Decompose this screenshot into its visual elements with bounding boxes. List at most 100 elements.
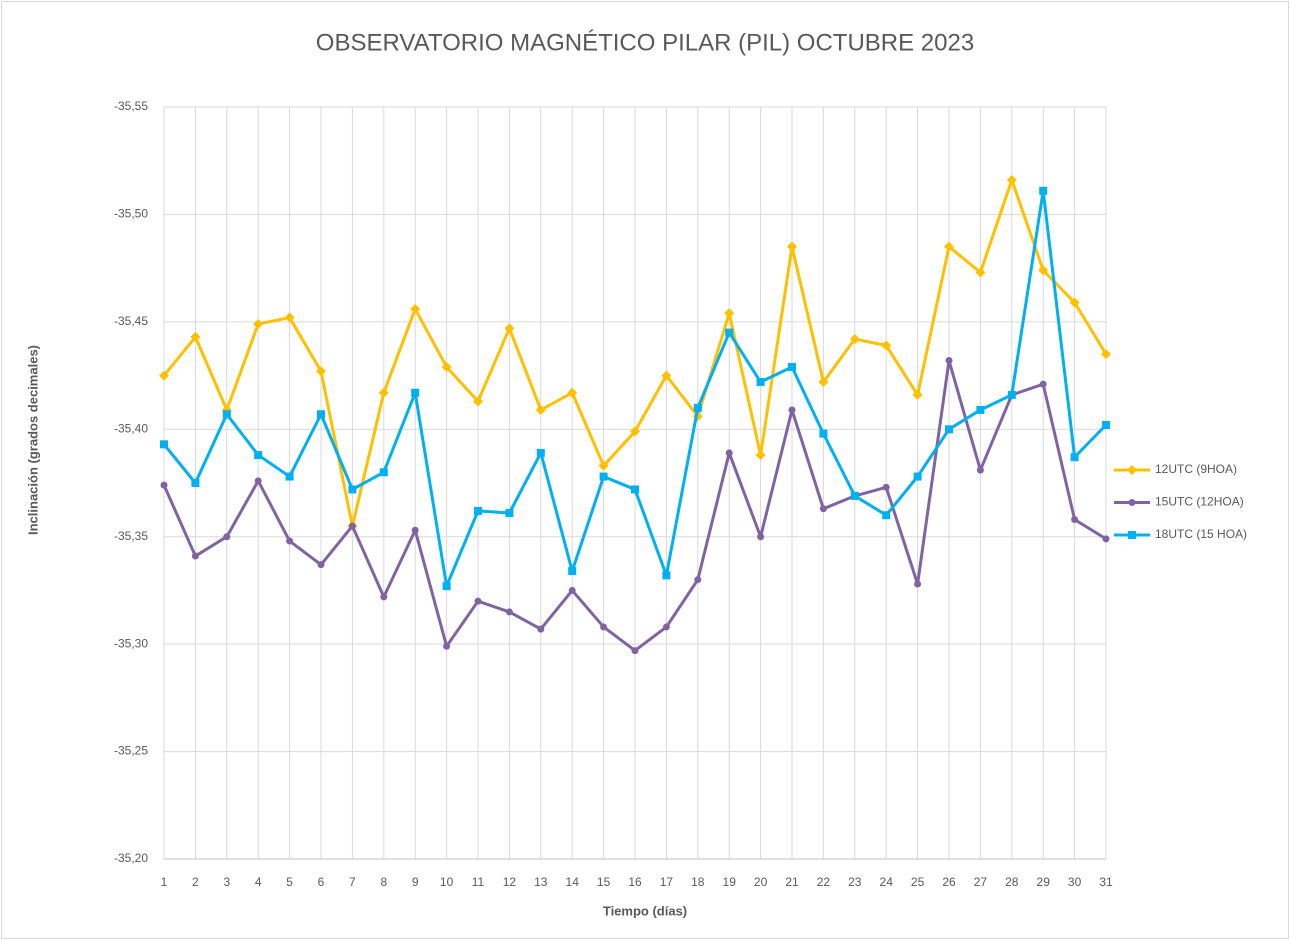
marker-circle (914, 580, 922, 588)
x-tick-label: 5 (286, 875, 293, 889)
marker-diamond (912, 389, 923, 400)
marker-square (599, 472, 608, 481)
marker-circle (317, 561, 325, 569)
x-tick-label: 22 (817, 875, 831, 889)
x-tick-label: 3 (223, 875, 230, 889)
y-tick-label: -35,40 (114, 421, 148, 435)
legend-label: 18UTC (15 HOA) (1155, 527, 1247, 541)
marker-square (819, 429, 828, 438)
marker-square (945, 425, 953, 434)
marker-circle (474, 597, 482, 605)
x-tick-label: 4 (255, 875, 262, 889)
marker-square (160, 440, 168, 449)
marker-square (1070, 453, 1079, 462)
marker-diamond (755, 450, 766, 461)
marker-circle (537, 625, 545, 633)
marker-square (379, 468, 388, 477)
marker-circle (411, 526, 419, 534)
legend-label: 15UTC (12HOA) (1155, 495, 1244, 509)
y-tick-label: -35,35 (114, 529, 148, 543)
marker-diamond (818, 377, 829, 388)
legend-marker (1128, 531, 1136, 539)
marker-diamond (190, 331, 201, 342)
marker-circle (757, 533, 765, 541)
marker-square (756, 378, 765, 387)
marker-square (850, 491, 859, 500)
marker-square (222, 410, 231, 419)
marker-diamond (1101, 349, 1111, 360)
marker-circle (631, 647, 639, 655)
marker-circle (348, 522, 356, 530)
marker-diamond (567, 387, 578, 398)
marker-circle (1071, 516, 1079, 524)
legend-marker (1128, 499, 1136, 506)
x-tick-label: 19 (723, 875, 737, 889)
marker-square (1102, 420, 1110, 429)
marker-circle (694, 576, 702, 584)
marker-diamond (1006, 175, 1017, 186)
marker-square (254, 451, 263, 460)
marker-diamond (598, 460, 609, 471)
x-tick-label: 9 (412, 875, 419, 889)
marker-square (913, 472, 922, 481)
legend-marker (1127, 465, 1137, 475)
marker-circle (160, 481, 168, 489)
x-tick-label: 26 (942, 875, 956, 889)
x-tick-label: 23 (848, 875, 862, 889)
marker-circle (819, 505, 827, 513)
marker-diamond (849, 334, 860, 345)
marker-square (568, 567, 577, 576)
marker-diamond (944, 241, 954, 252)
marker-diamond (410, 303, 421, 314)
x-tick-label: 15 (597, 875, 611, 889)
marker-diamond (1038, 265, 1049, 276)
x-tick-label: 14 (566, 875, 580, 889)
x-tick-label: 21 (785, 875, 799, 889)
x-tick-label: 24 (880, 875, 894, 889)
marker-square (1007, 390, 1016, 399)
marker-circle (976, 466, 984, 474)
marker-circle (1102, 535, 1110, 543)
marker-square (348, 485, 357, 494)
y-tick-label: -35,45 (114, 314, 148, 328)
marker-circle (380, 593, 388, 601)
x-tick-label: 11 (472, 875, 485, 889)
y-tick-label: -35,30 (114, 636, 148, 650)
x-tick-label: 13 (534, 875, 548, 889)
marker-circle (662, 623, 670, 631)
marker-diamond (159, 370, 169, 381)
marker-diamond (1069, 297, 1080, 308)
marker-diamond (473, 396, 483, 407)
x-tick-label: 30 (1068, 875, 1082, 889)
y-tick-label: -35,55 (114, 99, 148, 113)
x-tick-label: 2 (192, 875, 199, 889)
marker-square (411, 388, 420, 397)
marker-circle (223, 533, 231, 541)
chart-title: OBSERVATORIO MAGNÉTICO PILAR (PIL) OCTUB… (316, 29, 974, 56)
marker-square (536, 448, 545, 457)
y-tick-label: -35,50 (114, 207, 148, 221)
y-tick-label: -35,20 (114, 851, 148, 865)
marker-diamond (724, 308, 735, 319)
x-tick-label: 20 (754, 875, 768, 889)
marker-circle (882, 483, 890, 491)
x-tick-label: 27 (974, 875, 988, 889)
marker-square (976, 405, 985, 414)
marker-diamond (787, 241, 797, 252)
x-tick-label: 1 (161, 875, 168, 889)
y-axis-title: Inclinación (grados decimales) (25, 345, 40, 535)
marker-circle (568, 586, 576, 594)
y-tick-label: -35,25 (114, 744, 148, 758)
x-tick-label: 25 (911, 875, 925, 889)
marker-circle (254, 477, 262, 485)
x-tick-label: 10 (440, 875, 454, 889)
marker-diamond (284, 312, 295, 323)
marker-diamond (316, 366, 326, 377)
marker-diamond (661, 370, 672, 381)
marker-square (788, 362, 796, 371)
marker-circle (443, 642, 451, 650)
marker-circle (191, 552, 199, 560)
x-tick-label: 6 (318, 875, 325, 889)
marker-diamond (253, 319, 264, 330)
